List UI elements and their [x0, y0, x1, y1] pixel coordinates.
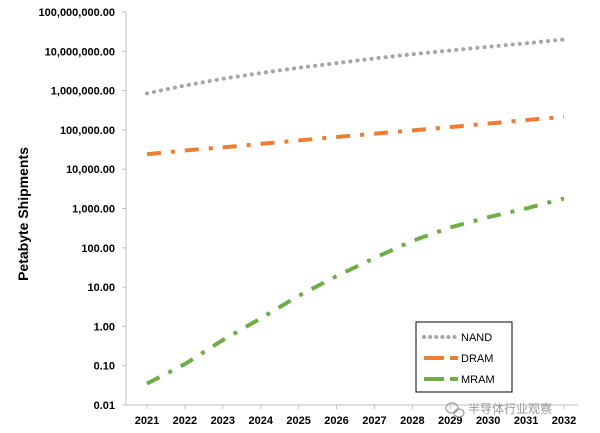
- x-tick-label: 2028: [400, 415, 424, 427]
- x-tick-label: 2022: [173, 415, 197, 427]
- legend-label-dram: DRAM: [461, 353, 493, 365]
- legend: NAND DRAM MRAM: [415, 321, 513, 393]
- wechat-icon: [445, 402, 465, 418]
- x-tick-label: 2030: [476, 415, 500, 427]
- x-tick-label: 2025: [286, 415, 310, 427]
- watermark: 半导体行业观察: [445, 402, 552, 418]
- x-tick-label: 2032: [552, 415, 576, 427]
- y-tick-label: 100,000,000.00: [39, 7, 115, 19]
- y-tick-label: 10,000.00: [66, 164, 115, 176]
- y-tick-label: 1,000,000.00: [51, 86, 115, 98]
- y-tick-label: 0.10: [94, 361, 115, 373]
- x-tick-label: 2024: [248, 415, 273, 427]
- legend-label-nand: NAND: [461, 332, 492, 344]
- series-line-mram: [146, 196, 565, 386]
- x-tick-label: 2027: [362, 415, 386, 427]
- series-line-nand: [145, 37, 566, 96]
- x-tick-label: 2029: [438, 415, 462, 427]
- watermark-text: 半导体行业观察: [468, 402, 552, 416]
- y-tick-label: 1.00: [94, 321, 115, 333]
- y-tick-label: 100,000.00: [60, 125, 115, 137]
- y-tick-labels: 0.01 0.10 1.00 10.00 100.00 1,000.00 10,000.00…: [39, 7, 126, 412]
- y-tick-label: 10,000,000.00: [45, 46, 115, 58]
- y-tick-label: 1,000.00: [72, 204, 115, 216]
- y-tick-label: 10.00: [87, 282, 115, 294]
- x-tick-labels: 2021 2022 2023 2024 2025 2026 2027 2028 2029 2030…: [135, 405, 576, 427]
- y-tick-label: 100.00: [81, 243, 115, 255]
- x-tick-label: 2031: [514, 415, 538, 427]
- series-line-dram: [146, 114, 565, 157]
- series-lines: [145, 37, 566, 386]
- legend-label-mram: MRAM: [461, 374, 495, 386]
- x-tick-label: 2026: [324, 415, 348, 427]
- y-tick-label: 0.01: [94, 400, 115, 412]
- y-axis-label: Petabyte Shipments: [15, 147, 31, 281]
- x-tick-label: 2023: [211, 415, 235, 427]
- x-tick-label: 2021: [135, 415, 159, 427]
